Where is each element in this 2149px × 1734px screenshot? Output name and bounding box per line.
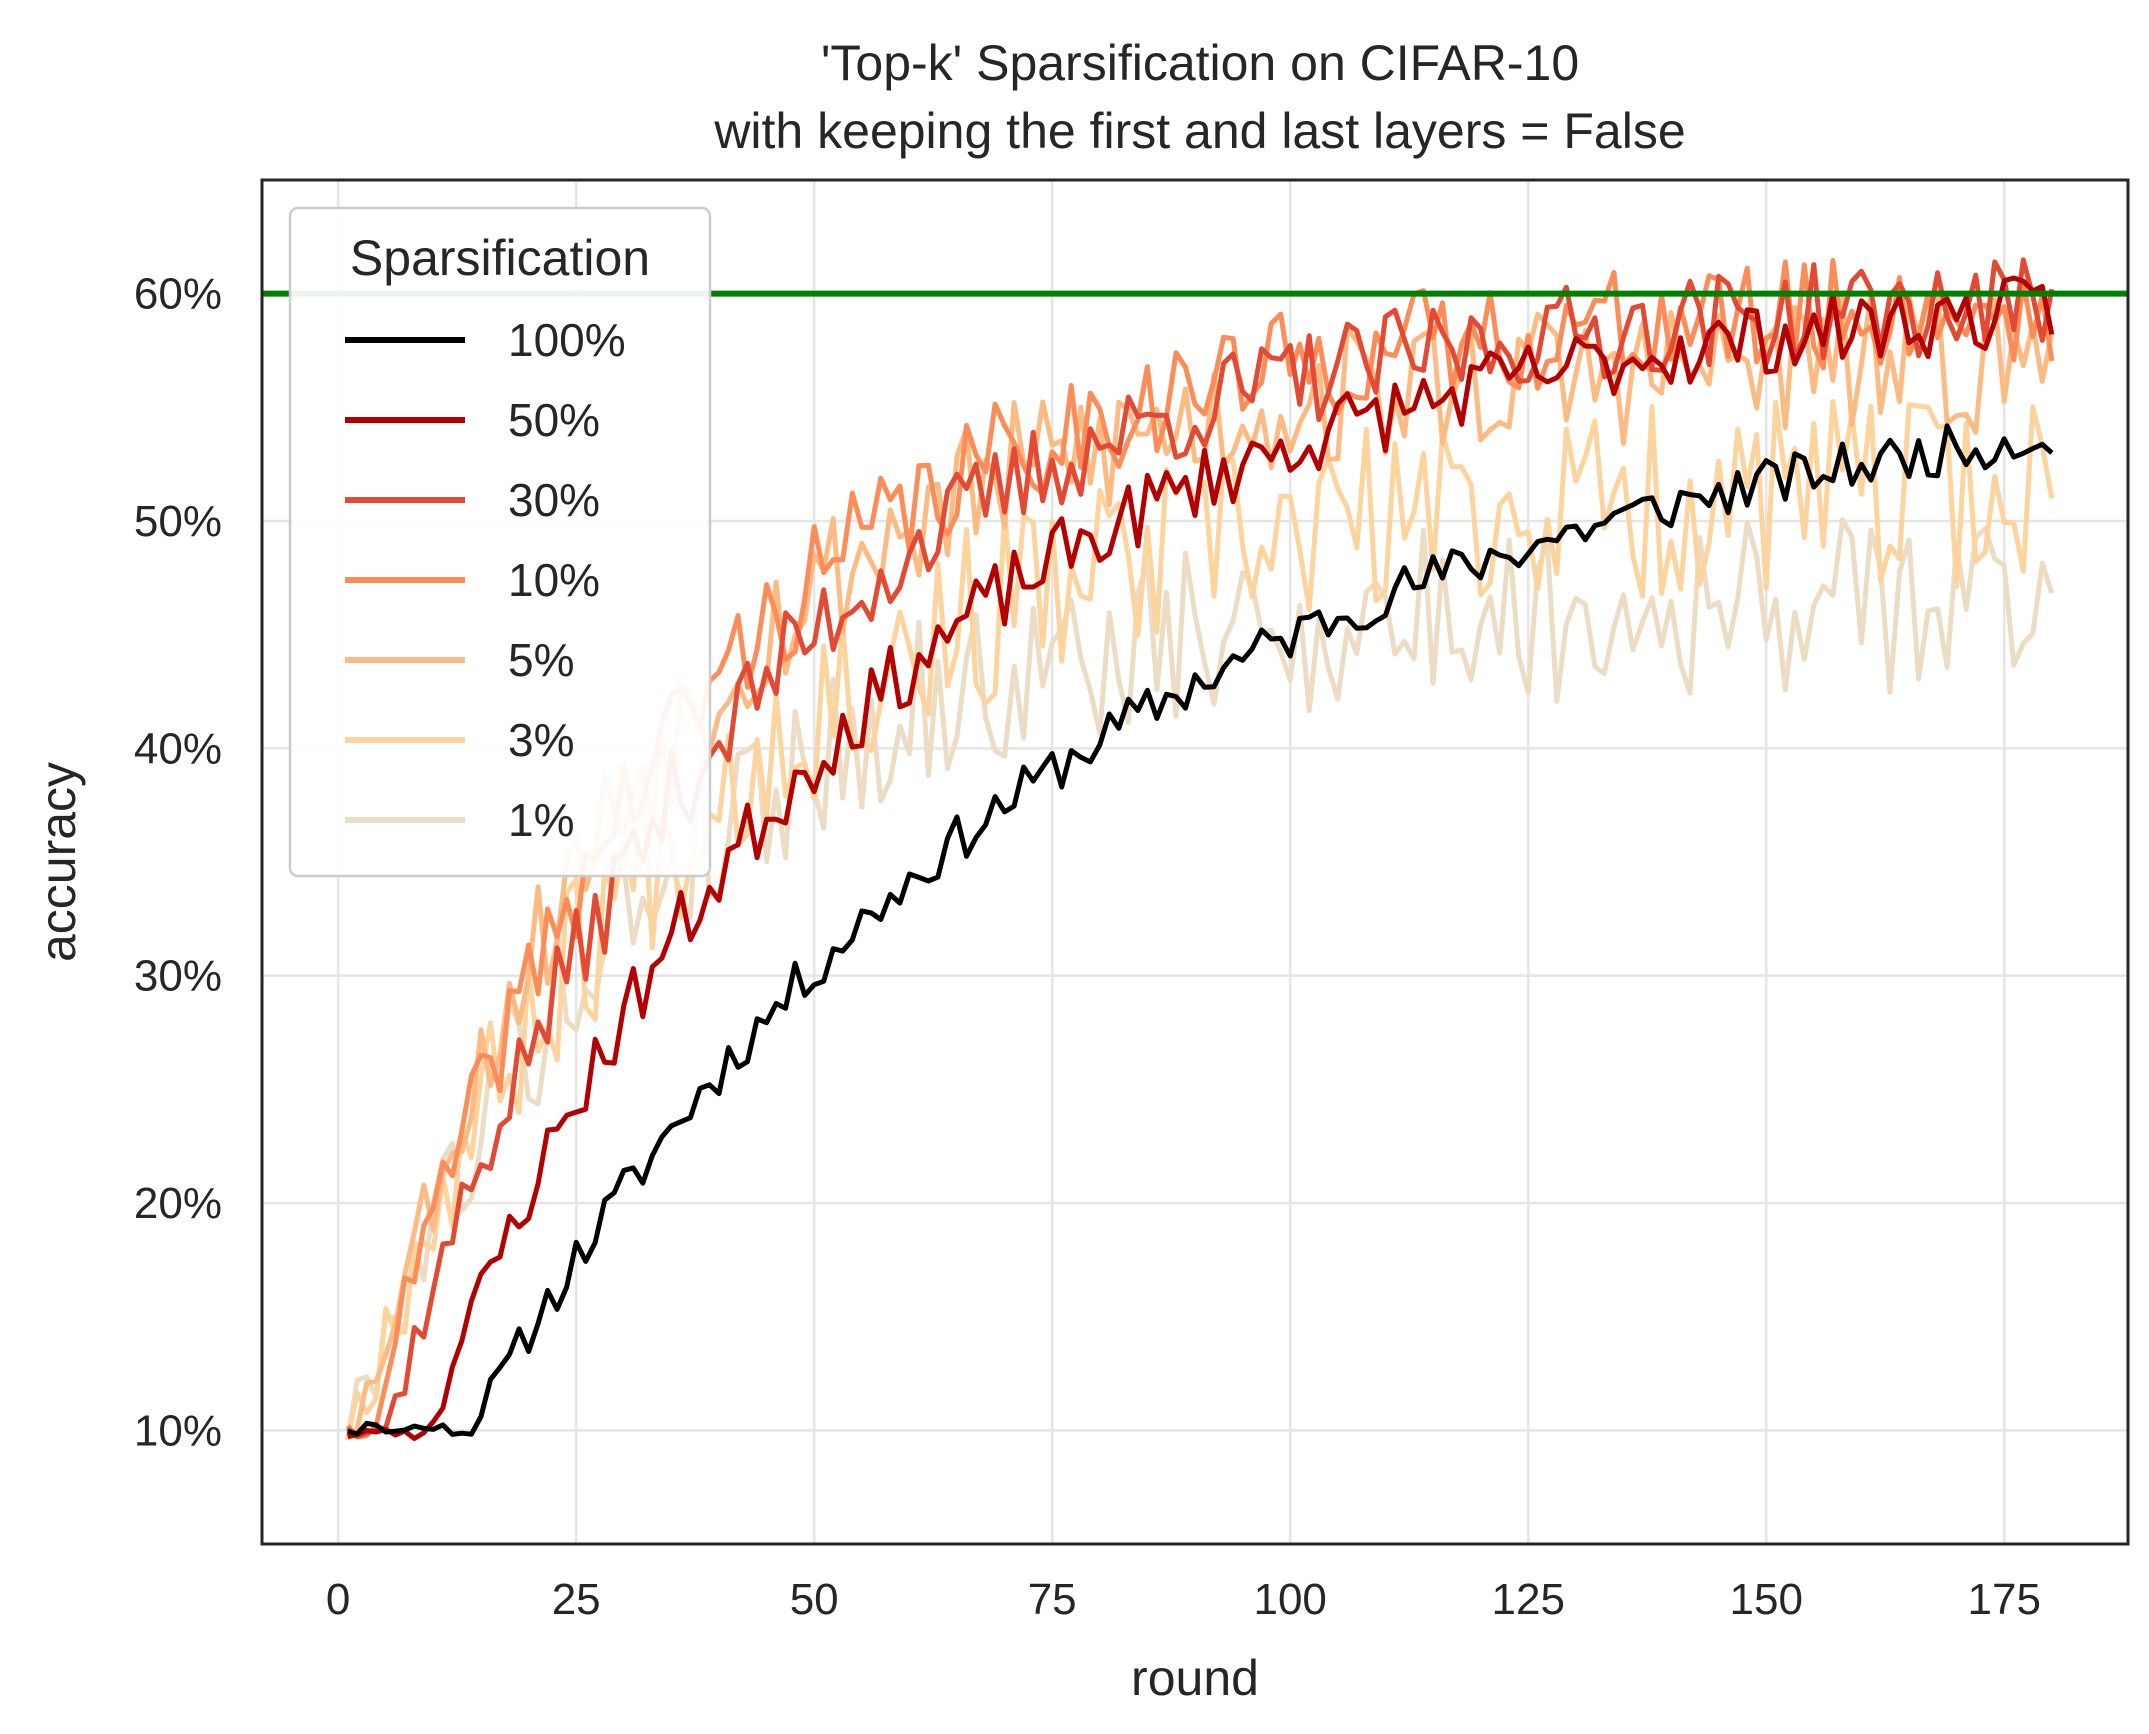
legend-label: 3% [508, 714, 574, 766]
x-tick-label: 0 [326, 1575, 350, 1624]
legend-label: 30% [508, 474, 600, 526]
legend-title: Sparsification [350, 230, 650, 286]
legend-label: 100% [508, 314, 626, 366]
series-line-100pct [346, 423, 2054, 1437]
plot-area-frame [260, 178, 2130, 1546]
y-tick-label: 20% [134, 1179, 222, 1228]
x-tick-labels: 0 25 50 75 100 125 150 175 [326, 1575, 2041, 1624]
chart-title-line1: 'Top-k' Sparsification on CIFAR-10 [821, 35, 1579, 91]
y-tick-label: 30% [134, 952, 222, 1001]
chart-title-line2: with keeping the first and last layers =… [713, 103, 1685, 159]
legend-entries: 100% 50% 30% 10% 5% 3% 1% [345, 314, 626, 846]
x-tick-label: 25 [552, 1575, 601, 1624]
y-tick-labels: 10% 20% 30% 40% 50% 60% [134, 270, 222, 1456]
x-tick-label: 75 [1028, 1575, 1077, 1624]
y-tick-label: 40% [134, 724, 222, 773]
x-axis-label: round [1131, 1650, 1259, 1706]
x-tick-label: 50 [790, 1575, 839, 1624]
x-tick-label: 125 [1492, 1575, 1565, 1624]
legend-box [288, 206, 712, 878]
legend-label: 10% [508, 554, 600, 606]
y-tick-label: 10% [134, 1406, 222, 1455]
x-tick-label: 100 [1253, 1575, 1326, 1624]
series-line-1pct [345, 517, 2055, 1441]
y-axis-label: accuracy [30, 762, 86, 962]
legend-label: 1% [508, 794, 574, 846]
y-tick-label: 50% [134, 497, 222, 546]
legend-label: 50% [508, 394, 600, 446]
legend: Sparsification 100% 50% 30% 10% 5% 3% 1% [288, 206, 712, 878]
x-tick-label: 175 [1968, 1575, 2041, 1624]
series-line-50pct [347, 275, 2055, 1441]
x-tick-label: 150 [1730, 1575, 1803, 1624]
y-tick-label: 60% [134, 270, 222, 319]
legend-label: 5% [508, 634, 574, 686]
